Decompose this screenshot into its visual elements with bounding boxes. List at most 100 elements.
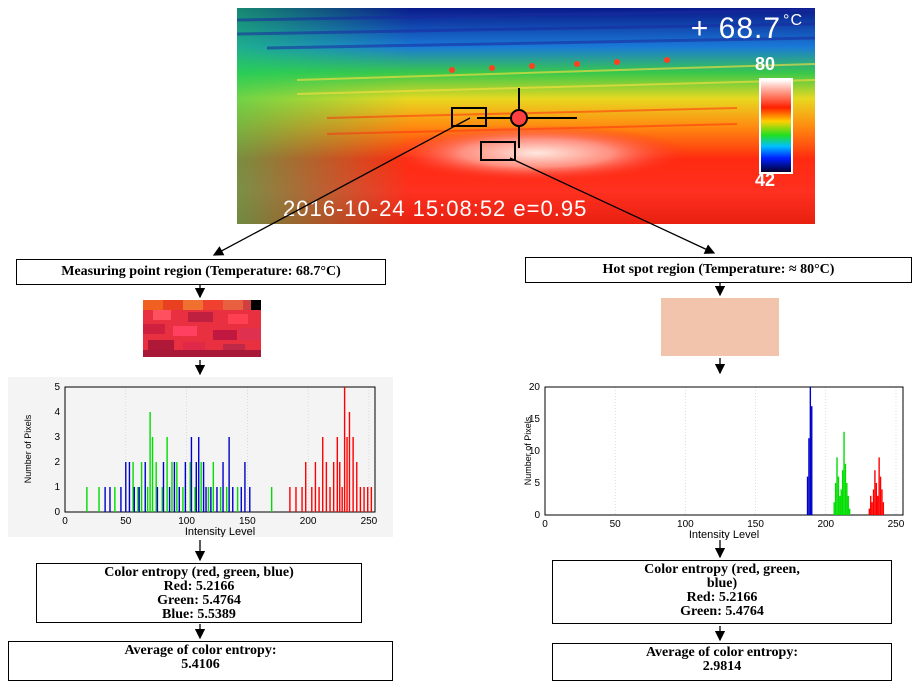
histogram-bar-red [359, 487, 362, 512]
crosshair-marker [477, 88, 577, 148]
histogram-bar-blue [216, 487, 218, 512]
x-tick-label: 200 [817, 519, 834, 530]
y-axis-label: Number of Pixels [523, 416, 533, 485]
histogram-bar-blue [162, 462, 165, 512]
histogram-bar-green [146, 487, 149, 512]
histogram-bar-green [200, 462, 202, 512]
y-tick-label: 10 [529, 446, 541, 457]
histogram-bar-blue [168, 487, 171, 512]
histogram-bar-blue [809, 387, 812, 515]
histogram-bar-red [343, 387, 346, 512]
histogram-left: 0 50 100 150 200 250 0 1 2 3 4 5 Intensity Level Nu… [8, 377, 393, 537]
average-title: Average of color entropy: [645, 645, 798, 660]
x-tick-label: 50 [610, 519, 622, 530]
histogram-bar-green [207, 487, 210, 512]
histogram-bar-blue [249, 487, 251, 512]
histogram-bar-blue [104, 487, 106, 512]
histogram-bar-red [872, 489, 875, 515]
histogram-bar-green [847, 495, 849, 515]
histogram-bar-blue [811, 406, 813, 515]
color-scale-bar [759, 78, 793, 174]
y-tick-label: 5 [54, 382, 60, 393]
histogram-bar-red [874, 470, 876, 515]
x-tick-label: 150 [747, 519, 764, 530]
y-tick-label: 2 [54, 457, 60, 468]
hot-spot-patch [661, 298, 779, 356]
histogram-bar-green [171, 462, 173, 512]
x-tick-label: 200 [300, 516, 317, 527]
x-tick-label: 150 [239, 516, 256, 527]
histogram-bar-green [840, 489, 842, 515]
histogram-bar-green [837, 476, 840, 515]
scale-min: 42 [755, 170, 776, 190]
measuring-point-patch [143, 300, 261, 357]
hot-spot-label: Hot spot region (Temperature: ≈ 80°C) [525, 257, 912, 283]
histogram-bar-blue [244, 462, 246, 512]
histogram-bar-red [295, 487, 297, 512]
histogram-bar-red [314, 462, 317, 512]
histogram-bar-green [839, 495, 841, 515]
histogram-bar-green [98, 487, 100, 512]
histogram-bar-green [155, 462, 157, 512]
histogram-bar-blue [178, 487, 180, 512]
histogram-bar-green [114, 487, 116, 512]
histogram-bar-green [212, 462, 215, 512]
entropy-red: Red: 5.2166 [163, 579, 235, 594]
x-axis-label: Intensity Level [185, 526, 255, 537]
thermal-heatmap [237, 8, 815, 224]
histogram-bar-green [166, 437, 168, 512]
histogram-bar-red [352, 437, 354, 512]
histogram-bar-blue [808, 438, 810, 515]
histogram-bar-red [875, 483, 878, 515]
histogram-bar-red [370, 487, 373, 512]
histogram-bar-green [841, 470, 844, 515]
histogram-bar-blue [198, 437, 200, 512]
histogram-bar-red [305, 462, 307, 512]
histogram-bar-green [176, 462, 178, 512]
histogram-right: 0 50 100 150 200 250 0 5 10 15 20 Intensity Level … [522, 377, 914, 540]
entropy-red: Red: 5.2166 [686, 590, 758, 605]
histogram-bar-blue [190, 437, 193, 512]
y-tick-label: 20 [529, 382, 541, 393]
y-tick-label: 4 [54, 407, 60, 418]
histogram-bar-green [194, 487, 196, 512]
histogram-bar-red [332, 462, 335, 512]
histogram-bar-red [325, 462, 328, 512]
scale-max: 80 [755, 54, 776, 74]
average-box-left: Average of color entropy: 5.4106 [8, 641, 393, 681]
y-tick-label: 3 [54, 432, 60, 443]
histogram-bar-green [137, 487, 139, 512]
entropy-box-left: Color entropy (red, green, blue) Red: 5.… [36, 563, 362, 623]
histogram-bar-green [151, 437, 154, 512]
histogram-bar-blue [156, 487, 159, 512]
y-tick-label: 1 [54, 482, 60, 493]
histogram-bar-red [877, 495, 879, 515]
histogram-bar-red [881, 489, 883, 515]
histogram-bar-green [225, 487, 228, 512]
y-axis-label: Number of Pixels [23, 414, 33, 483]
histogram-bar-green [149, 412, 151, 512]
histogram-bar-blue [133, 487, 135, 512]
histogram-bar-green [219, 487, 222, 512]
histogram-bar-blue [109, 487, 111, 512]
histogram-bar-blue [228, 437, 230, 512]
average-title: Average of color entropy: [124, 643, 277, 658]
histogram-bar-blue [232, 487, 234, 512]
histogram-bar-green [836, 457, 838, 515]
y-tick-label: 15 [529, 414, 541, 425]
histogram-bar-red [346, 437, 348, 512]
entropy-box-right: Color entropy (red, green, blue) Red: 5.… [552, 560, 892, 624]
histogram-bar-green [270, 487, 273, 512]
x-tick-label: 100 [178, 516, 195, 527]
histogram-bar-green [236, 487, 239, 512]
histogram-bar-green [161, 487, 163, 512]
histogram-bar-blue [138, 487, 140, 512]
x-tick-label: 0 [542, 519, 548, 530]
histogram-bar-blue [128, 462, 131, 512]
entropy-title: Color entropy (red, green, blue) [104, 565, 294, 580]
histogram-bar-blue [195, 462, 197, 512]
histogram-bar-red [329, 487, 331, 512]
histogram-bar-blue [205, 487, 207, 512]
entropy-blue: Blue: 5.5389 [162, 607, 236, 622]
